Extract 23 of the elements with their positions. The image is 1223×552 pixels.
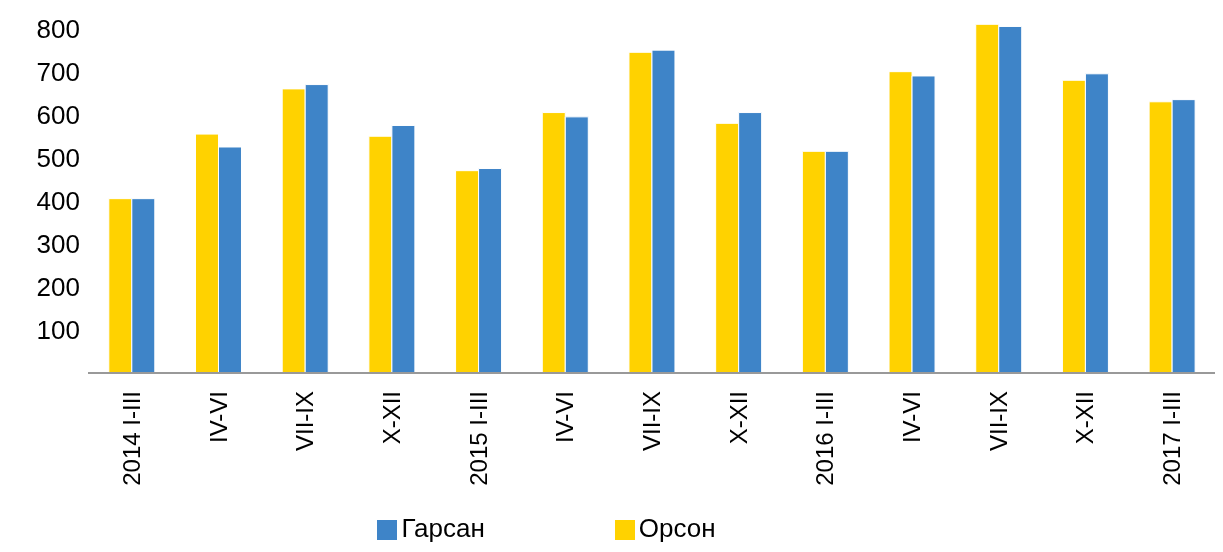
x-tick-label: 2017 I-III	[1158, 391, 1186, 486]
x-tick-label: X-XII	[1071, 391, 1099, 445]
x-tick-label: VII-IX	[291, 391, 319, 452]
x-tick-label: VII-IX	[638, 391, 665, 452]
x-tick-label: IV-VI	[551, 391, 579, 444]
y-tick-label: 700	[36, 56, 80, 87]
y-tick-label: 300	[36, 229, 80, 260]
legend-label: Гарсан	[401, 513, 485, 543]
legend-label: Орсон	[638, 513, 716, 543]
y-tick-label: 600	[36, 99, 80, 130]
x-tick-label: IV-VI	[898, 391, 926, 444]
x-tick-label: 2015 I-III	[464, 391, 492, 486]
y-tick-label: 200	[36, 272, 80, 303]
y-tick-label: 500	[36, 142, 80, 173]
x-tick-label: VII-IX	[984, 391, 1012, 452]
x-tick-label: X-XII	[377, 391, 405, 445]
y-tick-label: 400	[36, 186, 80, 217]
x-tick-label: 2014 I-III	[117, 391, 145, 486]
y-tick-label: 100	[36, 315, 80, 346]
x-tick-label: 2016 I-III	[811, 391, 839, 486]
x-tick-label: X-XII	[724, 391, 752, 445]
y-tick-label: 800	[36, 13, 80, 44]
x-tick-label: IV-VI	[204, 391, 232, 444]
